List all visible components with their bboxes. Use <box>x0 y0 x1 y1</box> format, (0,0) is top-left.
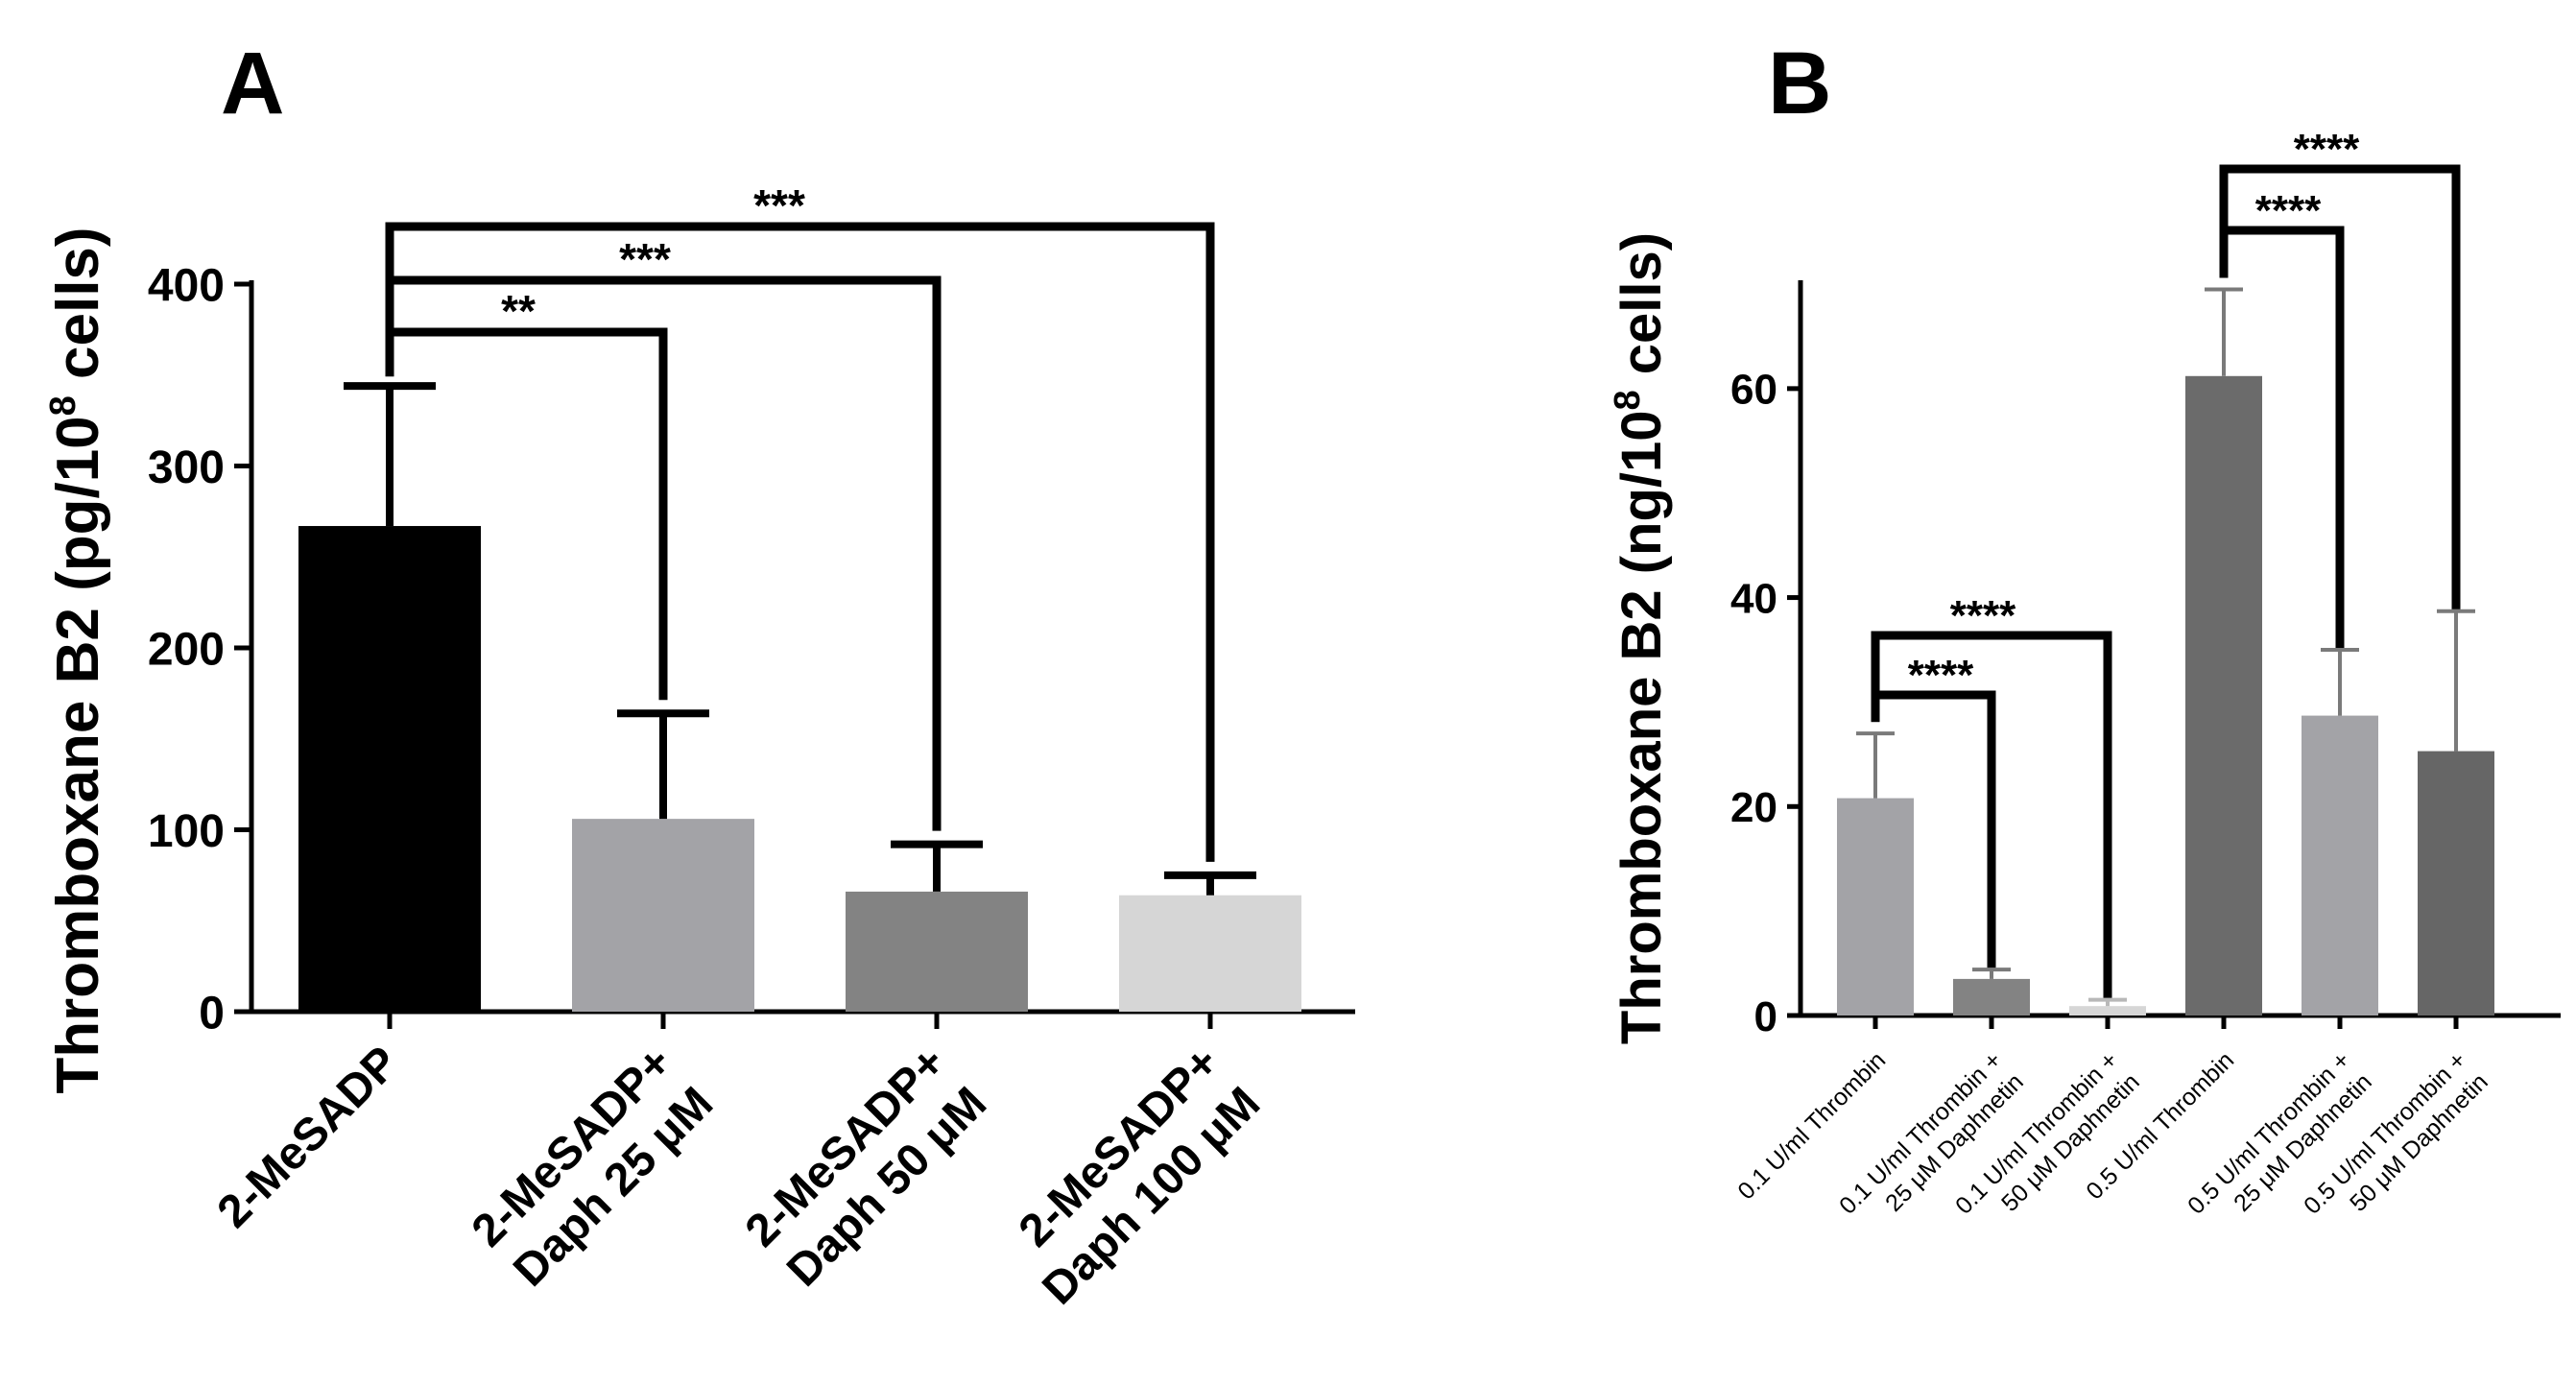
panel-b-bars <box>1837 287 2494 1016</box>
a-y-tick-label: 0 <box>199 988 225 1039</box>
panel-b-y-axis-label: Thromboxane B2 (ng/108 cells) <box>1608 232 1673 1044</box>
a-y-tick-label: 200 <box>148 624 225 675</box>
a-category-label: 2-MeSADP <box>208 1037 409 1237</box>
a-bar <box>572 819 754 1012</box>
b-significance-label: **** <box>2294 126 2360 173</box>
panel-a-letter: A <box>221 35 284 132</box>
a-category-label-line: 2-MeSADP <box>208 1037 409 1237</box>
a-significance-label: ** <box>501 286 536 336</box>
b-significance-bracket <box>1871 631 2112 998</box>
b-y-tick-label: 40 <box>1730 575 1777 622</box>
a-significance-label: *** <box>753 180 805 230</box>
b-significance-label: **** <box>1950 592 2016 639</box>
a-y-tick-label: 400 <box>148 260 225 311</box>
a-category-label: 2-MeSADP+Daph 100 μM <box>992 1037 1270 1314</box>
b-significance-label: **** <box>2255 187 2322 234</box>
b-significance-bracket <box>2219 164 2461 609</box>
panel-a-category-labels: 2-MeSADP 2-MeSADP+Daph 25 μM 2-MeSADP+Daph… <box>208 1037 1271 1314</box>
panel-a-bars <box>298 382 1301 1012</box>
a-bar <box>846 891 1028 1012</box>
b-bar <box>2185 375 2262 1016</box>
b-bar <box>1953 978 2030 1016</box>
b-significance-label: **** <box>1908 652 1974 699</box>
panel-b-letter: B <box>1768 35 1831 132</box>
b-bar <box>2302 715 2378 1016</box>
a-significance-bracket <box>385 222 1215 862</box>
b-y-tick-label: 0 <box>1754 993 1777 1040</box>
b-bar <box>1837 798 1914 1016</box>
b-y-tick-label: 20 <box>1730 784 1777 831</box>
b-bar <box>2069 1006 2146 1016</box>
a-y-tick-label: 300 <box>148 442 225 493</box>
b-bar <box>2418 751 2494 1016</box>
a-category-label: 2-MeSADP+Daph 25 μM <box>463 1037 723 1297</box>
a-bar <box>1119 895 1301 1012</box>
panel-b: B Thromboxane B2 (ng/108 cells) 0204060 … <box>1608 35 2561 1220</box>
panel-b-significance: **** **** **** **** <box>1871 126 2461 998</box>
panel-a: A Thromboxane B2 (pg/108 cells) 0 100 200 3… <box>43 35 1355 1315</box>
a-y-tick-label: 100 <box>148 806 225 857</box>
a-significance-label: *** <box>619 234 671 284</box>
panel-a-significance: ******** <box>385 180 1215 862</box>
a-bar <box>298 526 481 1012</box>
panel-a-y-axis-label: Thromboxane B2 (pg/108 cells) <box>43 227 111 1093</box>
b-y-tick-label: 60 <box>1730 367 1777 414</box>
a-category-label: 2-MeSADP+Daph 50 μM <box>736 1037 996 1297</box>
